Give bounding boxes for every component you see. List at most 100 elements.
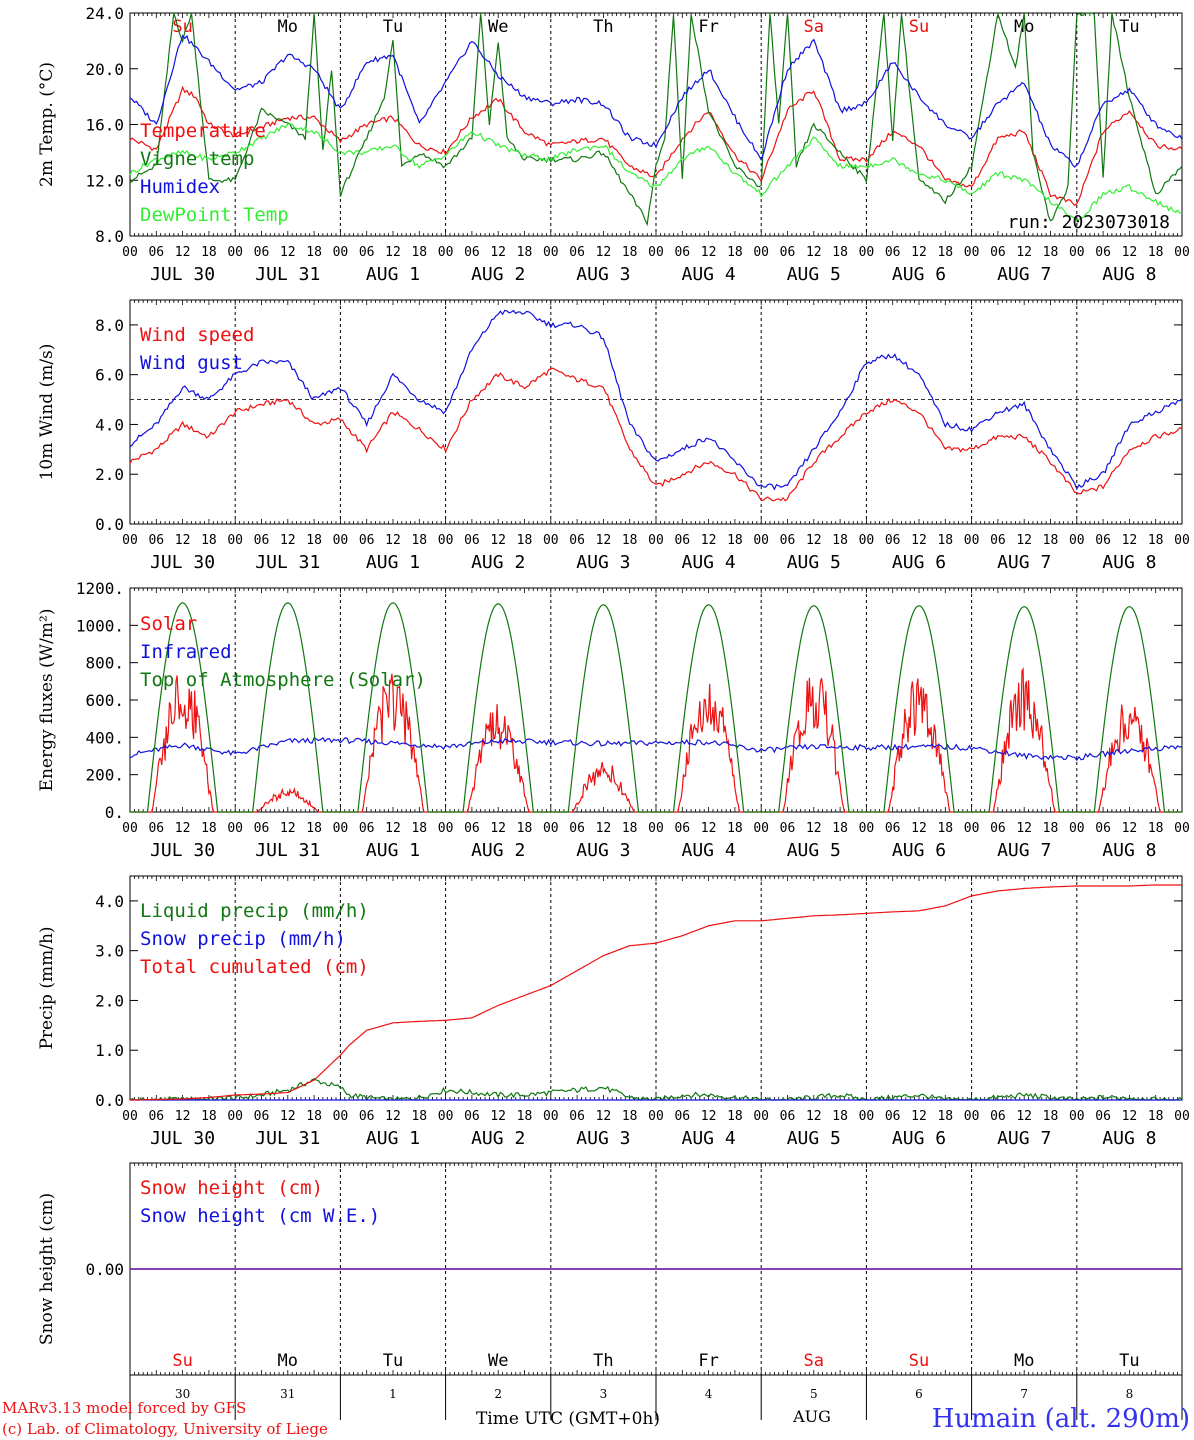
hour-tick-label: 18 [411, 245, 427, 260]
y-tick-label: 3.0 [95, 942, 124, 961]
run-label: run: 2023073018 [1007, 212, 1170, 233]
hour-tick-label: 12 [701, 533, 717, 548]
hour-tick-label: 18 [622, 533, 638, 548]
weekday-label: Mo [1014, 17, 1034, 37]
date-label: AUG 3 [576, 552, 630, 573]
legend-entry: Total cumulated (cm) [140, 956, 369, 978]
date-label: AUG 1 [366, 264, 420, 285]
hour-tick-label: 00 [122, 821, 138, 836]
hour-tick-label: 00 [964, 821, 980, 836]
weekday-label: Tu [383, 17, 403, 37]
date-label: JUL 30 [150, 552, 215, 573]
y-tick-label: 8.0 [95, 227, 124, 246]
date-label: AUG 3 [576, 840, 630, 861]
weekday-label: Su [172, 1351, 192, 1371]
weekday-label: Sa [804, 1351, 824, 1371]
month-label: AUG [792, 1407, 831, 1426]
y-tick-label: 12.0 [85, 171, 124, 190]
hour-tick-label: 18 [306, 1109, 322, 1124]
series-line-liquid-precip-mm-h- [129, 1078, 1183, 1101]
date-label: AUG 4 [682, 840, 736, 861]
series-line-dewpoint-temp [129, 123, 1183, 222]
hour-tick-label: 00 [648, 533, 664, 548]
hour-tick-label: 00 [122, 533, 138, 548]
legend-entry: Humidex [140, 176, 220, 198]
hour-tick-label: 18 [1043, 533, 1059, 548]
hour-tick-label: 18 [727, 1109, 743, 1124]
hour-tick-label: 06 [569, 821, 585, 836]
date-label: AUG 6 [892, 264, 946, 285]
hour-tick-label: 06 [990, 1109, 1006, 1124]
y-tick-label: 24.0 [85, 4, 124, 23]
series-line-top-of-atmosphere-solar- [130, 602, 1182, 813]
hour-tick-label: 06 [359, 1109, 375, 1124]
hour-tick-label: 18 [411, 1109, 427, 1124]
hour-tick-label: 12 [596, 533, 612, 548]
legend-entry: Snow height (cm) [140, 1177, 323, 1199]
hour-tick-label: 18 [937, 821, 953, 836]
hour-tick-label: 18 [201, 1109, 217, 1124]
legend-entry: Vigne temp [140, 148, 254, 170]
weekday-label: Tu [1119, 17, 1139, 37]
hour-tick-label: 06 [569, 245, 585, 260]
date-label: AUG 7 [997, 1128, 1051, 1149]
hour-tick-label: 18 [1043, 1109, 1059, 1124]
hour-tick-label: 06 [1095, 1109, 1111, 1124]
hour-tick-label: 18 [727, 245, 743, 260]
hour-tick-label: 00 [333, 533, 349, 548]
hour-tick-label: 12 [490, 821, 506, 836]
hour-tick-label: 06 [674, 1109, 690, 1124]
hour-tick-label: 12 [596, 821, 612, 836]
date-label: AUG 2 [471, 552, 525, 573]
lab-credit-line: (c) Lab. of Climatology, University of L… [2, 1420, 328, 1438]
hour-tick-label: 00 [648, 821, 664, 836]
hour-tick-label: 12 [175, 245, 191, 260]
hour-tick-label: 12 [280, 533, 296, 548]
hour-tick-label: 00 [543, 821, 559, 836]
y-tick-label: 20.0 [85, 60, 124, 79]
legend-entry: Top of Atmosphere (Solar) [140, 669, 426, 691]
weekday-label: Tu [1119, 1351, 1139, 1371]
weekday-label: Sa [804, 17, 824, 37]
hour-tick-label: 18 [306, 533, 322, 548]
y-tick-label: 2.0 [95, 465, 124, 484]
legend-entry: Liquid precip (mm/h) [140, 900, 369, 922]
y-tick-label: 4.0 [95, 892, 124, 911]
hour-tick-label: 12 [175, 1109, 191, 1124]
y-axis-title: Snow height (cm) [37, 1193, 57, 1345]
hour-tick-label: 06 [569, 1109, 585, 1124]
hour-tick-label: 12 [911, 533, 927, 548]
hour-tick-label: 12 [385, 245, 401, 260]
y-axis-title: Precip (mm/h) [37, 926, 57, 1049]
hour-tick-label: 12 [490, 533, 506, 548]
hour-tick-label: 06 [780, 821, 796, 836]
day-number: 1 [389, 1387, 397, 1401]
hour-tick-label: 00 [753, 533, 769, 548]
date-label: AUG 6 [892, 1128, 946, 1149]
hour-tick-label: 06 [885, 533, 901, 548]
legend-entry: Infrared [140, 641, 232, 663]
hour-tick-label: 12 [175, 533, 191, 548]
hour-tick-label: 06 [780, 533, 796, 548]
hour-tick-label: 06 [1095, 821, 1111, 836]
date-label: AUG 7 [997, 264, 1051, 285]
hour-tick-label: 18 [1043, 245, 1059, 260]
hour-tick-label: 12 [280, 245, 296, 260]
hour-tick-label: 00 [753, 821, 769, 836]
legend-entry: DewPoint Temp [140, 204, 289, 226]
weekday-label: Su [909, 17, 929, 37]
plot-frame [129, 299, 1183, 525]
hour-tick-label: 06 [674, 821, 690, 836]
hour-tick-label: 00 [438, 1109, 454, 1124]
series-line-wind-speed [129, 367, 1183, 502]
hour-tick-label: 00 [438, 821, 454, 836]
hour-tick-label: 12 [490, 245, 506, 260]
hour-tick-label: 12 [490, 1109, 506, 1124]
legend-entry: Wind gust [140, 352, 243, 374]
date-label: AUG 2 [471, 1128, 525, 1149]
hour-tick-label: 06 [359, 533, 375, 548]
date-label: AUG 7 [997, 552, 1051, 573]
y-tick-label: 8.0 [95, 316, 124, 335]
legend-entry: Temperature [140, 120, 266, 142]
